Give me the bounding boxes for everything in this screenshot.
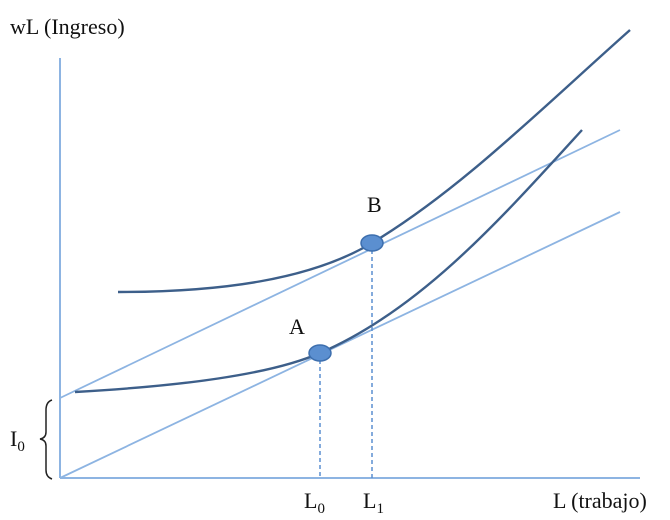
y-axis-label: wL (Ingreso) [10, 14, 125, 39]
intercept-brace [39, 399, 53, 480]
intercept-sub: 0 [17, 439, 25, 455]
x-mark-sub: 1 [376, 501, 384, 517]
point-a [308, 344, 332, 362]
x-mark-sub: 0 [317, 501, 325, 517]
point-label: B [367, 192, 382, 217]
intercept-base: I [10, 426, 17, 451]
x-mark-base: L [363, 488, 376, 513]
x-mark-base: L [304, 488, 317, 513]
x-mark-label: L1 [363, 488, 384, 517]
budget-line-upper [59, 129, 621, 399]
point-label: A [289, 314, 305, 339]
intercept-label: I0 [10, 426, 25, 455]
x-mark-label: L0 [304, 488, 325, 517]
x-axis-label: L (trabajo) [553, 488, 647, 513]
budget-line-lower [59, 211, 621, 479]
point-b [360, 234, 384, 252]
